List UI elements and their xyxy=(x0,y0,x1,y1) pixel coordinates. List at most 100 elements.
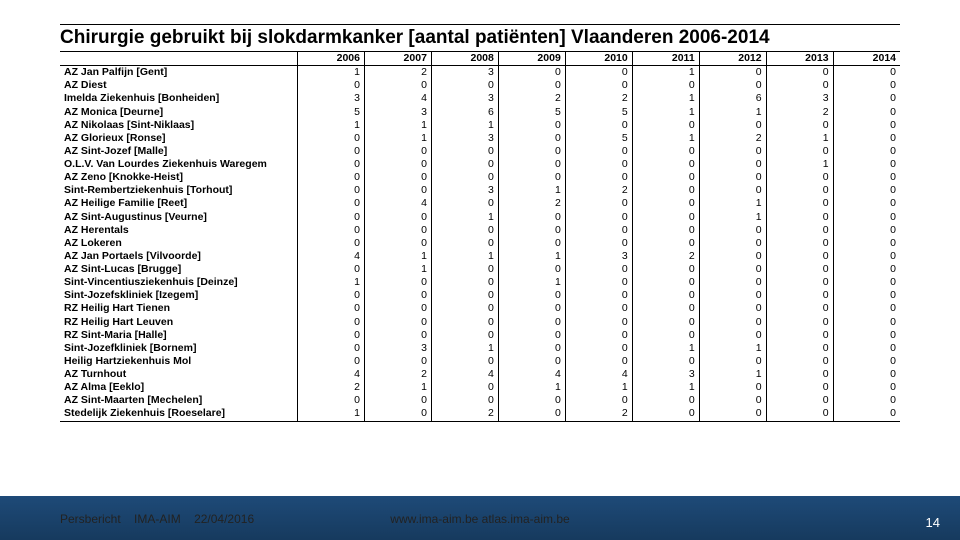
cell-value: 4 xyxy=(431,368,498,381)
cell-value: 0 xyxy=(498,66,565,80)
table-row: AZ Glorieux [Ronse]013051210 xyxy=(60,132,900,145)
cell-value: 0 xyxy=(632,158,699,171)
table-row: AZ Diest000000000 xyxy=(60,79,900,92)
cell-value: 0 xyxy=(364,276,431,289)
cell-value: 0 xyxy=(833,132,900,145)
cell-value: 1 xyxy=(298,66,365,80)
hospital-name: AZ Sint-Lucas [Brugge] xyxy=(60,263,298,276)
cell-value: 0 xyxy=(431,237,498,250)
cell-value: 0 xyxy=(833,237,900,250)
data-table: 200620072008200920102011201220132014 AZ … xyxy=(60,52,900,422)
table-row: AZ Jan Portaels [Vilvoorde]411132000 xyxy=(60,250,900,263)
cell-value: 0 xyxy=(565,211,632,224)
cell-value: 0 xyxy=(431,171,498,184)
cell-value: 0 xyxy=(833,289,900,302)
cell-value: 0 xyxy=(364,145,431,158)
cell-value: 0 xyxy=(364,316,431,329)
cell-value: 5 xyxy=(498,106,565,119)
cell-value: 2 xyxy=(766,106,833,119)
cell-value: 0 xyxy=(833,211,900,224)
cell-value: 0 xyxy=(298,79,365,92)
table-row: AZ Jan Palfijn [Gent]123001000 xyxy=(60,66,900,80)
cell-value: 0 xyxy=(833,329,900,342)
cell-value: 1 xyxy=(632,106,699,119)
cell-value: 0 xyxy=(833,263,900,276)
col-year: 2014 xyxy=(833,52,900,66)
cell-value: 0 xyxy=(699,355,766,368)
cell-value: 0 xyxy=(833,106,900,119)
cell-value: 0 xyxy=(565,316,632,329)
cell-value: 0 xyxy=(632,79,699,92)
cell-value: 0 xyxy=(766,394,833,407)
cell-value: 0 xyxy=(498,394,565,407)
hospital-name: AZ Heilige Familie [Reet] xyxy=(60,197,298,210)
cell-value: 0 xyxy=(298,316,365,329)
cell-value: 0 xyxy=(298,158,365,171)
cell-value: 0 xyxy=(431,329,498,342)
table-row: AZ Sint-Augustinus [Veurne]001000100 xyxy=(60,211,900,224)
cell-value: 0 xyxy=(565,276,632,289)
cell-value: 1 xyxy=(431,342,498,355)
cell-value: 0 xyxy=(498,158,565,171)
cell-value: 0 xyxy=(833,119,900,132)
footer-center: www.ima-aim.be atlas.ima-aim.be xyxy=(0,512,960,526)
cell-value: 5 xyxy=(298,106,365,119)
cell-value: 0 xyxy=(364,289,431,302)
cell-value: 0 xyxy=(833,394,900,407)
cell-value: 0 xyxy=(498,316,565,329)
cell-value: 0 xyxy=(431,316,498,329)
cell-value: 0 xyxy=(833,276,900,289)
cell-value: 0 xyxy=(699,250,766,263)
cell-value: 0 xyxy=(632,119,699,132)
cell-value: 0 xyxy=(498,237,565,250)
hospital-name: AZ Sint-Augustinus [Veurne] xyxy=(60,211,298,224)
table-row: Sint-Jozefskliniek [Izegem]000000000 xyxy=(60,289,900,302)
cell-value: 2 xyxy=(498,197,565,210)
cell-value: 1 xyxy=(632,381,699,394)
cell-value: 0 xyxy=(565,302,632,315)
cell-value: 1 xyxy=(632,66,699,80)
cell-value: 0 xyxy=(632,276,699,289)
cell-value: 0 xyxy=(632,237,699,250)
cell-value: 0 xyxy=(364,237,431,250)
cell-value: 1 xyxy=(298,276,365,289)
cell-value: 0 xyxy=(498,119,565,132)
table-row: AZ Zeno [Knokke-Heist]000000000 xyxy=(60,171,900,184)
cell-value: 2 xyxy=(565,407,632,421)
cell-value: 0 xyxy=(565,224,632,237)
cell-value: 0 xyxy=(699,263,766,276)
cell-value: 1 xyxy=(364,263,431,276)
cell-value: 0 xyxy=(431,302,498,315)
cell-value: 0 xyxy=(766,145,833,158)
cell-value: 0 xyxy=(833,184,900,197)
cell-value: 0 xyxy=(833,381,900,394)
cell-value: 0 xyxy=(766,119,833,132)
cell-value: 0 xyxy=(364,211,431,224)
col-year: 2006 xyxy=(298,52,365,66)
cell-value: 1 xyxy=(699,342,766,355)
cell-value: 0 xyxy=(498,302,565,315)
cell-value: 3 xyxy=(298,92,365,105)
cell-value: 0 xyxy=(699,316,766,329)
cell-value: 0 xyxy=(766,302,833,315)
cell-value: 0 xyxy=(699,224,766,237)
table-row: RZ Heilig Hart Leuven000000000 xyxy=(60,316,900,329)
cell-value: 0 xyxy=(298,342,365,355)
cell-value: 3 xyxy=(431,66,498,80)
hospital-name: AZ Jan Portaels [Vilvoorde] xyxy=(60,250,298,263)
cell-value: 0 xyxy=(632,407,699,421)
table-row: AZ Heilige Familie [Reet]040200100 xyxy=(60,197,900,210)
cell-value: 1 xyxy=(431,250,498,263)
cell-value: 0 xyxy=(565,263,632,276)
cell-value: 0 xyxy=(565,329,632,342)
cell-value: 0 xyxy=(298,394,365,407)
table-row: RZ Heilig Hart Tienen000000000 xyxy=(60,302,900,315)
cell-value: 2 xyxy=(632,250,699,263)
hospital-name: AZ Nikolaas [Sint-Niklaas] xyxy=(60,119,298,132)
cell-value: 0 xyxy=(498,355,565,368)
cell-value: 0 xyxy=(565,66,632,80)
cell-value: 4 xyxy=(298,250,365,263)
cell-value: 1 xyxy=(364,132,431,145)
cell-value: 0 xyxy=(565,394,632,407)
cell-value: 0 xyxy=(766,197,833,210)
